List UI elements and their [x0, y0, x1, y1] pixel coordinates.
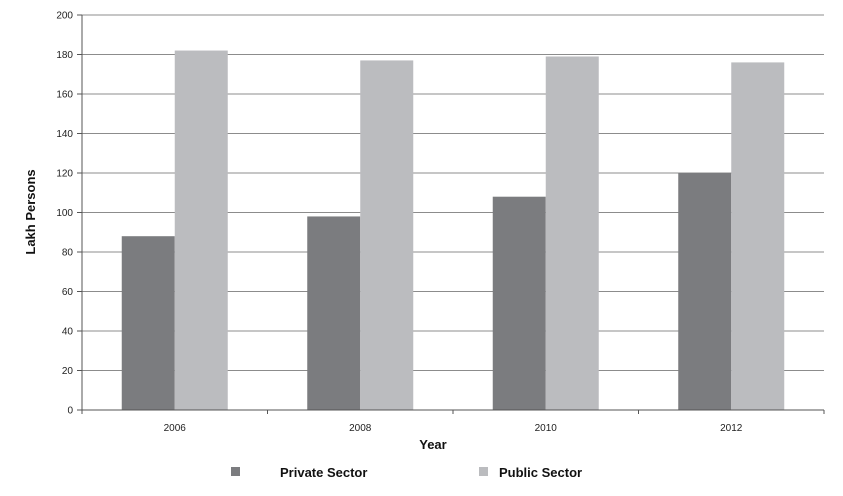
- y-tick-label: 180: [56, 50, 73, 61]
- legend-label-public-sector: Public Sector: [499, 465, 582, 480]
- bar-public-sector-2012: [731, 62, 785, 411]
- y-tick-label: 40: [62, 327, 74, 338]
- x-axis-title: Year: [419, 437, 446, 452]
- y-tick-label: 20: [62, 366, 74, 377]
- bars: [121, 50, 785, 411]
- y-tick-label: 120: [56, 169, 73, 180]
- bar-private-sector-2010: [492, 196, 546, 410]
- bar-public-sector-2010: [545, 56, 599, 410]
- legend-label-private-sector: Private Sector: [280, 465, 367, 480]
- y-tick-label: 60: [62, 287, 74, 298]
- legend-swatch-public-sector: [479, 467, 488, 476]
- y-tick-label: 160: [56, 90, 73, 101]
- y-tick-label: 0: [67, 406, 73, 417]
- y-tick-labels: 0 20 40 60 80 100 120 140 160 180 200: [56, 11, 82, 417]
- y-tick-label: 200: [56, 11, 73, 22]
- bar-public-sector-2008: [360, 60, 414, 411]
- y-tick-label: 80: [62, 248, 74, 259]
- bar-public-sector-2006: [174, 50, 228, 411]
- y-tick-label: 140: [56, 129, 73, 140]
- x-tick-label: 2012: [720, 423, 743, 434]
- legend-swatch-private-sector: [231, 467, 240, 476]
- x-tick-labels: 2006 2008 2010 2012: [81, 410, 825, 434]
- legend: Private Sector Public Sector: [231, 465, 582, 480]
- bar-private-sector-2006: [121, 236, 175, 410]
- x-tick-label: 2008: [349, 423, 372, 434]
- y-axis-title: Lakh Persons: [23, 169, 38, 254]
- x-tick-label: 2010: [535, 423, 558, 434]
- x-tick-label: 2006: [164, 423, 187, 434]
- bar-private-sector-2012: [678, 173, 732, 410]
- bar-private-sector-2008: [307, 216, 361, 410]
- y-tick-label: 100: [56, 208, 73, 219]
